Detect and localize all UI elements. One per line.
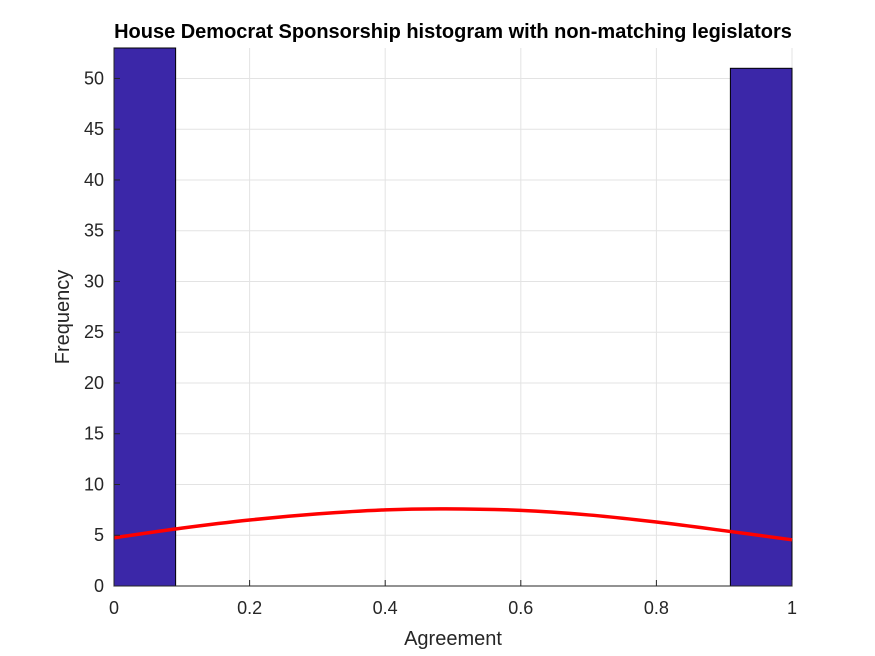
y-tick-label: 45 — [84, 119, 104, 139]
y-tick-label: 0 — [94, 576, 104, 596]
x-tick-label: 0 — [109, 598, 119, 618]
x-tick-label: 1 — [787, 598, 797, 618]
y-tick-label: 15 — [84, 424, 104, 444]
x-tick-label: 0.8 — [644, 598, 669, 618]
x-axis-label: Agreement — [404, 628, 502, 650]
y-axis-label: Frequency — [52, 270, 74, 365]
x-tick-label: 0.2 — [237, 598, 262, 618]
y-tick-label: 10 — [84, 474, 104, 494]
y-tick-label: 20 — [84, 373, 104, 393]
x-tick-label: 0.4 — [373, 598, 398, 618]
plot-background — [114, 48, 792, 586]
histogram-bar — [113, 47, 177, 587]
y-tick-label: 30 — [84, 271, 104, 291]
y-tick-label: 50 — [84, 68, 104, 88]
y-tick-label: 25 — [84, 322, 104, 342]
y-tick-label: 5 — [94, 525, 104, 545]
x-tick-label: 0.6 — [508, 598, 533, 618]
y-tick-label: 40 — [84, 170, 104, 190]
chart-title: House Democrat Sponsorship histogram wit… — [114, 21, 792, 43]
histogram-bar — [729, 67, 793, 587]
y-tick-label: 35 — [84, 221, 104, 241]
fit-curve-line — [113, 507, 793, 542]
